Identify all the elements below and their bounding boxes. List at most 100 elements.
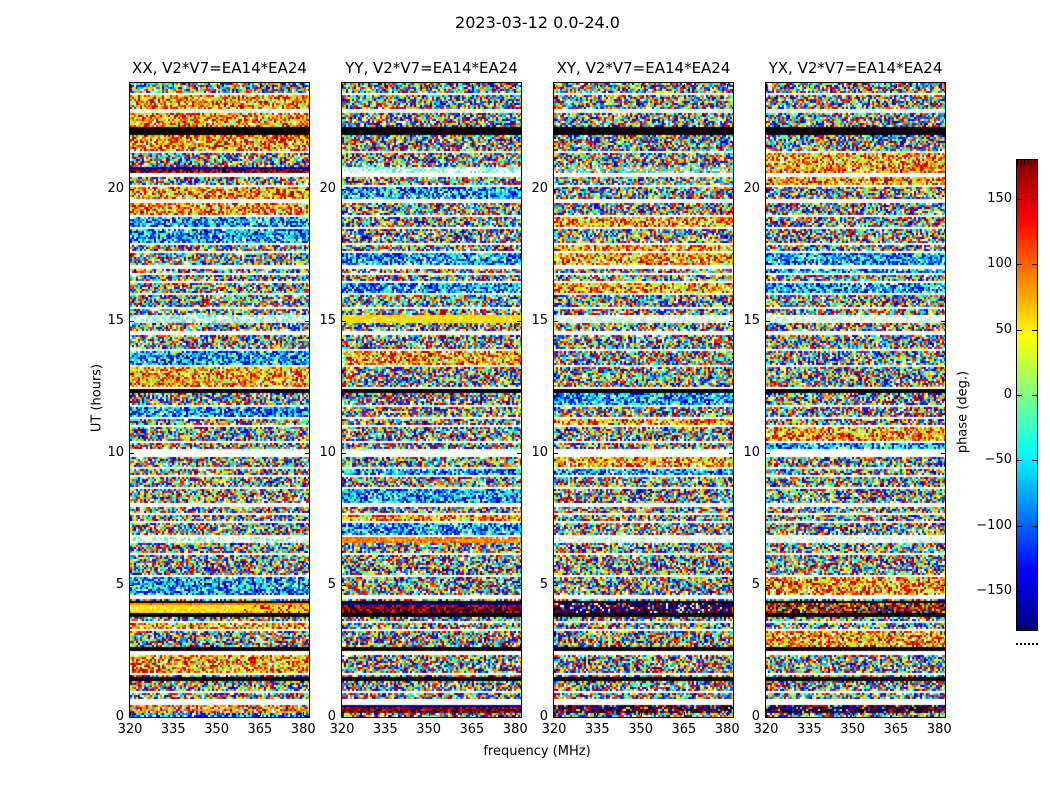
heatmap-panel-YX bbox=[765, 82, 946, 718]
y-tick-mark bbox=[342, 584, 346, 586]
y-tick-mark bbox=[130, 584, 134, 586]
x-tick-mark bbox=[939, 712, 941, 716]
x-tick-label: 365 bbox=[883, 722, 909, 737]
x-tick-mark bbox=[809, 712, 811, 716]
x-tick-mark bbox=[303, 84, 305, 88]
x-tick-mark bbox=[216, 84, 218, 88]
x-tick-label: 320 bbox=[541, 722, 567, 737]
y-tick-label: 0 bbox=[751, 709, 760, 724]
y-tick-mark bbox=[130, 320, 134, 322]
x-tick-mark bbox=[259, 712, 261, 716]
y-tick-mark bbox=[130, 452, 134, 454]
x-tick-mark bbox=[515, 712, 517, 716]
x-tick-label: 380 bbox=[926, 722, 952, 737]
x-tick-mark bbox=[303, 712, 305, 716]
x-tick-mark bbox=[130, 712, 131, 716]
y-tick-mark bbox=[554, 188, 558, 190]
colorbar-tick-mark bbox=[1017, 460, 1022, 462]
x-tick-label: 365 bbox=[671, 722, 697, 737]
x-tick-label: 350 bbox=[416, 722, 442, 737]
phase-waterfall-YY bbox=[342, 83, 521, 717]
x-tick-mark bbox=[342, 84, 343, 88]
y-tick-mark bbox=[554, 452, 558, 454]
colorbar-bottom-comb-ticks bbox=[1017, 625, 1037, 630]
x-tick-label: 350 bbox=[204, 722, 230, 737]
y-tick-mark bbox=[941, 584, 945, 586]
colorbar-tick-label: −100 bbox=[976, 517, 1012, 533]
colorbar-tick-mark bbox=[1017, 329, 1022, 331]
panel-title-XY: XY, V2*V7=EA14*EA24 bbox=[556, 59, 731, 77]
figure-title: 2023-03-12 0.0-24.0 bbox=[455, 13, 620, 32]
y-tick-label: 20 bbox=[743, 180, 760, 196]
x-tick-label: 380 bbox=[290, 722, 316, 737]
y-tick-mark bbox=[941, 188, 945, 190]
colorbar-tick-label: 0 bbox=[1003, 387, 1012, 402]
y-tick-mark bbox=[342, 188, 346, 190]
colorbar-top-comb-ticks bbox=[1017, 160, 1037, 165]
y-tick-label: 0 bbox=[539, 709, 548, 724]
y-tick-mark bbox=[517, 188, 521, 190]
x-tick-mark bbox=[554, 712, 555, 716]
y-tick-mark bbox=[517, 584, 521, 586]
y-tick-mark bbox=[342, 320, 346, 322]
x-tick-mark bbox=[683, 712, 685, 716]
colorbar-tick-mark bbox=[1032, 329, 1037, 331]
colorbar-tick-mark bbox=[1017, 525, 1022, 527]
heatmap-panel-XY bbox=[553, 82, 734, 718]
x-tick-mark bbox=[597, 712, 599, 716]
phase-waterfall-XY bbox=[554, 83, 733, 717]
x-tick-label: 320 bbox=[329, 722, 355, 737]
y-tick-mark bbox=[766, 320, 770, 322]
x-tick-mark bbox=[342, 712, 343, 716]
x-tick-label: 350 bbox=[840, 722, 866, 737]
y-tick-label: 15 bbox=[531, 312, 548, 328]
y-tick-label: 20 bbox=[319, 180, 336, 196]
colorbar-tick-mark bbox=[1032, 395, 1037, 396]
x-tick-mark bbox=[766, 84, 767, 88]
x-tick-mark bbox=[895, 84, 897, 88]
x-tick-mark bbox=[809, 84, 811, 88]
x-tick-label: 335 bbox=[796, 722, 822, 737]
colorbar-tick-mark bbox=[1017, 590, 1022, 592]
x-tick-mark bbox=[173, 84, 175, 88]
colorbar-extend-dots bbox=[1016, 643, 1038, 645]
y-tick-mark bbox=[766, 188, 770, 190]
y-tick-mark bbox=[941, 452, 945, 454]
x-tick-mark bbox=[130, 84, 131, 88]
heatmap-panel-XX bbox=[129, 82, 310, 718]
colorbar-tick-mark bbox=[1032, 525, 1037, 527]
x-tick-mark bbox=[471, 84, 473, 88]
x-axis-label: frequency (MHz) bbox=[483, 744, 591, 759]
x-tick-mark bbox=[385, 84, 387, 88]
x-tick-mark bbox=[727, 712, 729, 716]
y-tick-mark bbox=[130, 188, 134, 190]
y-tick-mark bbox=[729, 320, 733, 322]
phase-waterfall-XX bbox=[130, 83, 309, 717]
x-tick-label: 335 bbox=[160, 722, 186, 737]
y-tick-mark bbox=[517, 320, 521, 322]
y-tick-mark bbox=[554, 584, 558, 586]
colorbar-tick-mark bbox=[1017, 199, 1022, 201]
colorbar-tick-label: −150 bbox=[976, 582, 1012, 598]
colorbar bbox=[1016, 159, 1038, 631]
colorbar-tick-mark bbox=[1017, 264, 1022, 266]
y-axis-label: UT (hours) bbox=[89, 363, 105, 433]
colorbar-tick-mark bbox=[1032, 264, 1037, 266]
x-tick-label: 365 bbox=[459, 722, 485, 737]
y-tick-mark bbox=[305, 584, 309, 586]
y-tick-mark bbox=[305, 188, 309, 190]
y-tick-mark bbox=[517, 452, 521, 454]
x-tick-mark bbox=[259, 84, 261, 88]
panel-title-YX: YX, V2*V7=EA14*EA24 bbox=[768, 59, 943, 77]
y-tick-label: 10 bbox=[107, 444, 124, 460]
y-tick-label: 5 bbox=[115, 576, 124, 592]
colorbar-tick-mark bbox=[1017, 395, 1022, 396]
y-tick-mark bbox=[342, 452, 346, 454]
x-tick-mark bbox=[173, 712, 175, 716]
x-tick-mark bbox=[597, 84, 599, 88]
x-tick-mark bbox=[554, 84, 555, 88]
x-tick-label: 380 bbox=[502, 722, 528, 737]
y-tick-mark bbox=[305, 320, 309, 322]
y-tick-mark bbox=[729, 452, 733, 454]
